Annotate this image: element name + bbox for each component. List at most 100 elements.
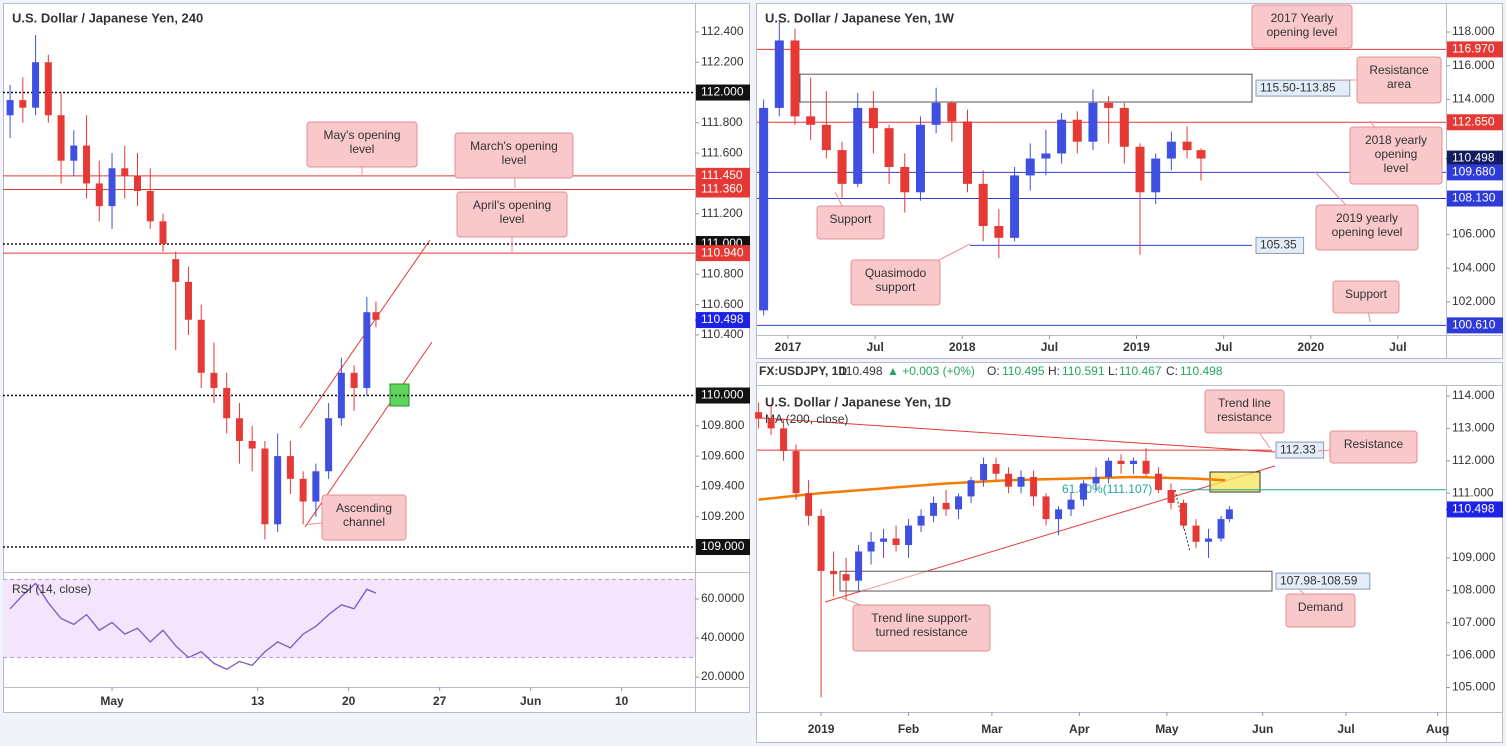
projection-line bbox=[1174, 489, 1191, 553]
price-label-box bbox=[696, 312, 750, 329]
candle-body bbox=[992, 464, 1000, 474]
zone-label: 107.98-108.59 bbox=[1280, 573, 1358, 587]
candle-body bbox=[884, 128, 894, 167]
pane-title: RSI (14, close) bbox=[12, 582, 91, 596]
candle-body bbox=[1205, 538, 1213, 542]
y-tick-label: 111.200 bbox=[701, 206, 743, 220]
callout-text: support bbox=[875, 280, 916, 294]
price-label-box bbox=[696, 181, 750, 198]
candle-body bbox=[312, 471, 320, 502]
y-tick-label: 102.000 bbox=[1452, 294, 1496, 308]
price-label: 105.35 bbox=[1260, 238, 1297, 252]
callout-text: area bbox=[1387, 77, 1411, 91]
candle-body bbox=[146, 191, 154, 222]
y-tick-label: 114.000 bbox=[1452, 92, 1495, 106]
chart-title: U.S. Dollar / Japanese Yen, 1D bbox=[765, 394, 951, 409]
x-tick-label: 13 bbox=[251, 694, 265, 708]
candle-body bbox=[1005, 473, 1013, 487]
callout-box bbox=[1356, 56, 1442, 104]
callout-text: Resistance bbox=[1369, 63, 1429, 77]
candle-body bbox=[19, 100, 27, 108]
candle-body bbox=[880, 538, 888, 542]
candle-body bbox=[915, 124, 925, 193]
x-tick-label: 2017 bbox=[775, 340, 802, 354]
y-tick-label: 110.600 bbox=[701, 297, 744, 311]
callout-text: level bbox=[502, 153, 527, 167]
x-tick-label: 27 bbox=[433, 694, 447, 708]
x-tick-label: Jul bbox=[866, 340, 883, 354]
candle-body bbox=[121, 168, 129, 176]
y-tick-label: 106.000 bbox=[1452, 647, 1496, 661]
candle-body bbox=[759, 107, 769, 311]
candle-body bbox=[1196, 150, 1206, 159]
ohlc-value: 110.591 bbox=[1062, 364, 1105, 378]
candle-body bbox=[184, 281, 192, 320]
zone-label: 115.50-113.85 bbox=[1260, 80, 1336, 94]
price-label-box bbox=[1275, 441, 1325, 459]
candle-body bbox=[837, 150, 847, 184]
candle-body bbox=[286, 456, 294, 479]
candle-body bbox=[1067, 499, 1075, 510]
callout-box bbox=[1285, 593, 1356, 628]
candle-body bbox=[867, 541, 875, 552]
trend-line bbox=[761, 417, 1276, 453]
y-tick-label: 109.800 bbox=[701, 418, 745, 432]
callout-text: Resistance bbox=[1344, 437, 1404, 451]
y-tick-label: 112.200 bbox=[701, 54, 744, 68]
zone bbox=[839, 570, 1273, 592]
candle-body bbox=[1135, 146, 1145, 193]
x-tick-label: Jul bbox=[1215, 340, 1232, 354]
candle-body bbox=[1217, 519, 1225, 539]
candle-body bbox=[955, 496, 963, 510]
y-tick-label: 107.000 bbox=[1452, 615, 1496, 629]
x-tick-label: 10 bbox=[615, 694, 629, 708]
candle-body bbox=[57, 115, 65, 161]
candle-body bbox=[223, 387, 231, 419]
candle-body bbox=[1055, 509, 1063, 520]
y-tick-label: 104.000 bbox=[1452, 260, 1496, 274]
candle-body bbox=[817, 515, 825, 571]
candle-body bbox=[210, 372, 218, 388]
candle-body bbox=[350, 372, 358, 388]
candle-body bbox=[1092, 476, 1100, 484]
callout-box bbox=[816, 205, 885, 240]
candle-body bbox=[248, 440, 256, 449]
price-label-box bbox=[1447, 190, 1503, 207]
highlight-box bbox=[1209, 471, 1261, 493]
x-tick-label: May bbox=[1155, 722, 1179, 736]
candle-body bbox=[868, 107, 878, 129]
y-tick-label: 112.400 bbox=[701, 24, 744, 38]
candle-body bbox=[108, 168, 116, 207]
callout-box bbox=[852, 604, 991, 652]
candle-body bbox=[1180, 502, 1188, 526]
chart-title: U.S. Dollar / Japanese Yen, 1W bbox=[765, 10, 955, 25]
x-tick-label: Mar bbox=[981, 722, 1003, 736]
x-tick-label: Aug bbox=[1426, 722, 1449, 736]
candle-body bbox=[830, 570, 838, 575]
candle-body bbox=[917, 515, 925, 526]
callout-box bbox=[454, 132, 574, 179]
price-label-box bbox=[1447, 114, 1503, 131]
y-tick-label: 110.800 bbox=[701, 266, 744, 280]
candle-body bbox=[1119, 107, 1129, 147]
callout-box bbox=[1315, 204, 1419, 251]
y-tick-label: 116.000 bbox=[1452, 58, 1495, 72]
y-tick-label: 20.0000 bbox=[701, 669, 745, 683]
price-label: 110.940 bbox=[701, 245, 744, 259]
x-tick-label: 2019 bbox=[808, 722, 835, 736]
callout-text: opening level bbox=[1332, 225, 1403, 239]
y-tick-label: 110.400 bbox=[701, 327, 744, 341]
candle-body bbox=[337, 372, 345, 419]
callout-text: 2017 Yearly bbox=[1271, 11, 1334, 25]
candle-body bbox=[1042, 496, 1050, 520]
candle-body bbox=[855, 551, 863, 581]
x-tick-label: May bbox=[100, 694, 124, 708]
callout-text: level bbox=[350, 142, 375, 156]
zone-label-box bbox=[1255, 79, 1351, 97]
candle-body bbox=[1010, 175, 1020, 238]
price-label: 110.000 bbox=[701, 388, 744, 402]
callout-box bbox=[1251, 4, 1353, 49]
callout-text: 2019 yearly bbox=[1336, 211, 1398, 225]
price-label: 112.000 bbox=[701, 85, 744, 99]
